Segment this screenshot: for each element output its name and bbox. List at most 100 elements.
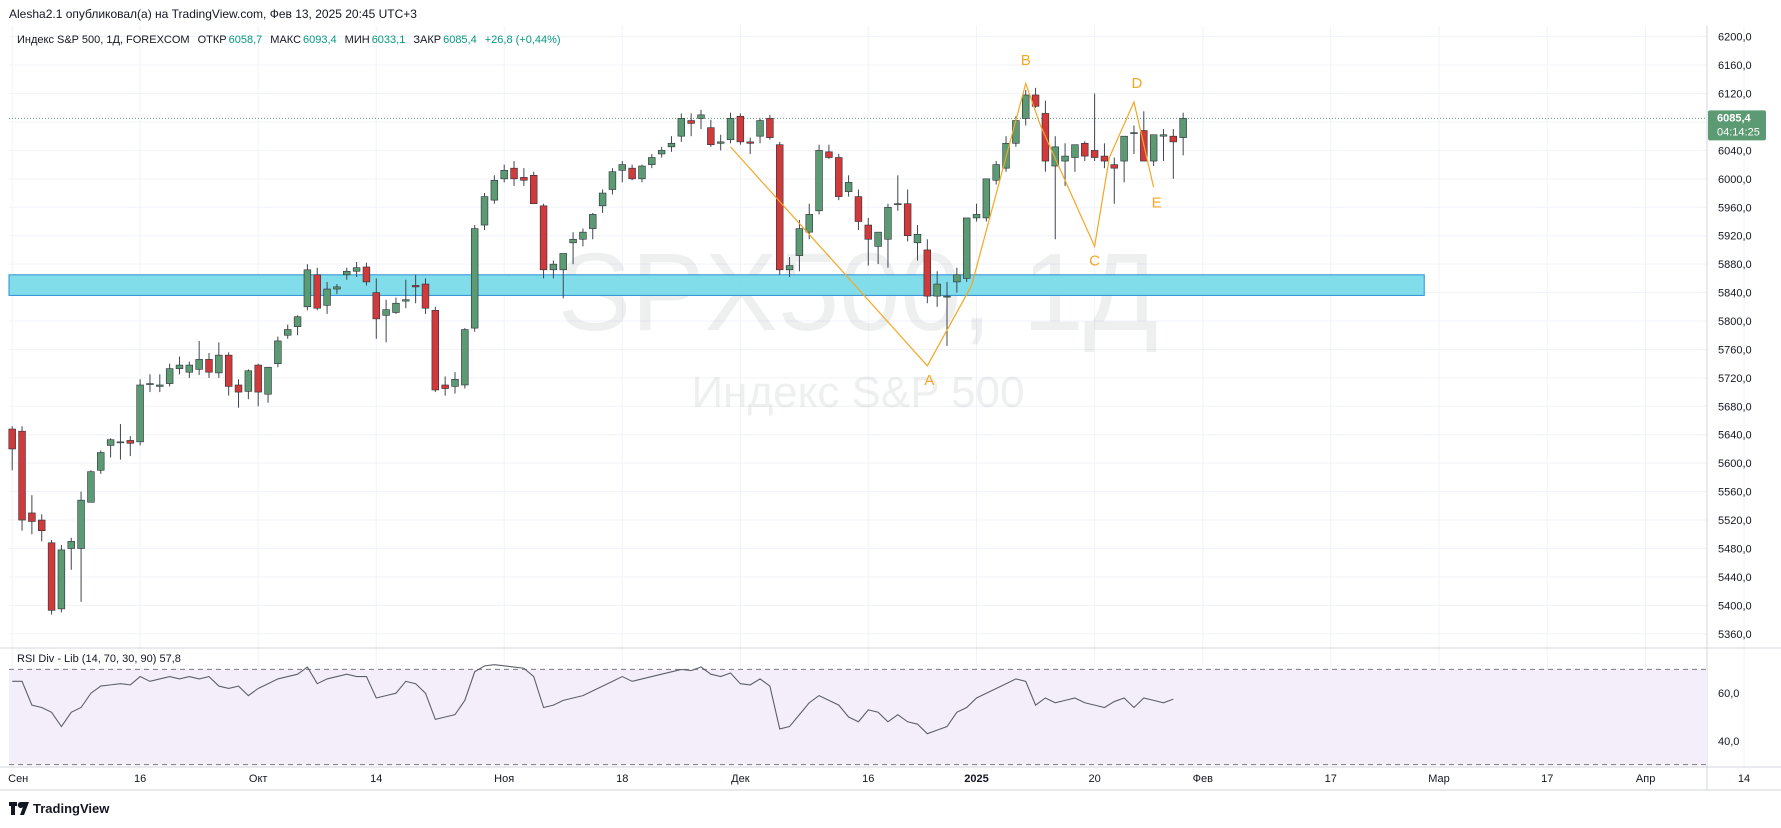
candle-body (638, 165, 646, 180)
time-axis-label: Мар (1428, 773, 1450, 785)
candle-up (402, 279, 410, 309)
last-price-value: 6085,4 (1717, 112, 1752, 124)
candle-up (274, 336, 282, 368)
candle-body (628, 167, 636, 180)
candle-body (608, 171, 617, 190)
candle-body (205, 359, 213, 373)
candle-body (165, 368, 174, 384)
candle-up (175, 356, 184, 375)
candle-down (835, 153, 843, 201)
pattern-label-b: B (1021, 52, 1031, 69)
candle-up (815, 144, 823, 215)
candle-body (323, 288, 331, 306)
candle-body (1120, 135, 1128, 162)
candle-body (421, 283, 430, 309)
candle-up (1120, 135, 1128, 183)
pattern-label-e: E (1152, 194, 1162, 211)
price-tick-label: 5600,0 (1718, 458, 1752, 470)
candle-down (1081, 141, 1089, 162)
candle-up (982, 178, 991, 222)
high-label: МАКС (270, 34, 302, 46)
candle-body (962, 217, 971, 279)
candle-body (1110, 164, 1118, 169)
candle-up (579, 228, 587, 247)
candle-up (1051, 136, 1059, 240)
candle-down (28, 495, 36, 535)
time-axis-label: 14 (1738, 773, 1750, 785)
candle-body (136, 384, 144, 443)
candle-body (47, 542, 56, 611)
time-axis-label: Дек (731, 773, 750, 785)
candle-down (1169, 129, 1178, 179)
candle-up (559, 253, 567, 299)
candle-body (716, 141, 725, 144)
candle-body (87, 471, 95, 503)
rsi-tick-label: 40,0 (1718, 736, 1739, 748)
price-tick-label: 6120,0 (1718, 89, 1752, 101)
candle-body (972, 214, 981, 219)
candle-up (333, 284, 341, 294)
candle-body (1100, 155, 1109, 162)
candle-body (333, 286, 341, 290)
countdown-value: 04:14:25 (1717, 126, 1760, 138)
candle-body (736, 115, 745, 143)
candle-down (923, 239, 932, 304)
candle-body (175, 364, 184, 369)
candle-up (589, 212, 597, 240)
candle-down (8, 426, 16, 471)
candle-down (38, 514, 46, 542)
rsi-line (12, 664, 1174, 735)
candle-body (697, 114, 705, 119)
candle-body (1130, 132, 1138, 134)
candle-down (530, 171, 538, 205)
candle-up (264, 366, 272, 403)
candle-down (766, 114, 774, 140)
candle-up (67, 537, 75, 570)
candle-body (234, 384, 243, 393)
candle-up (953, 267, 961, 293)
candle-up (648, 153, 656, 169)
candle-up (992, 161, 1000, 185)
candle-body (667, 142, 676, 148)
candle-body (195, 359, 203, 370)
candle-body (38, 519, 46, 532)
candle-body (18, 430, 26, 521)
candle-body (756, 120, 764, 137)
price-chart[interactable]: SPX500, 1ДИндекс S&P 500ABCDE6200,06160,… (0, 26, 1781, 801)
candle-body (411, 285, 420, 288)
candle-up (677, 113, 686, 142)
candle-body (106, 439, 115, 446)
candle-down (1110, 157, 1118, 204)
candle-up (716, 134, 725, 151)
candle-up (352, 262, 361, 277)
candle-body (343, 270, 351, 276)
candle-body (746, 141, 754, 144)
candle-body (795, 228, 804, 256)
candle-down (864, 217, 872, 266)
price-tick-label: 5920,0 (1718, 231, 1752, 243)
time-axis-label: 18 (616, 773, 628, 785)
candle-body (657, 150, 666, 155)
candle-body (913, 233, 922, 244)
candle-down (776, 141, 784, 275)
candle-up (638, 164, 646, 183)
candle-up (884, 203, 892, 268)
footer-brand[interactable]: TradingView (9, 801, 109, 816)
candle-up (1061, 143, 1069, 186)
pattern-label-d: D (1131, 75, 1142, 92)
candle-body (530, 174, 538, 205)
published-header: Alesha2.1 опубликовал(а) на TradingView.… (9, 7, 417, 21)
candle-body (116, 441, 125, 444)
candle-body (215, 354, 223, 374)
low-label: МИН (344, 34, 370, 46)
candle-body (224, 354, 233, 387)
candle-body (874, 231, 882, 247)
candle-up (943, 281, 951, 346)
candle-body (776, 144, 784, 271)
candle-body (185, 364, 194, 373)
candle-up (756, 118, 764, 144)
candle-body (293, 316, 302, 327)
price-tick-label: 5760,0 (1718, 344, 1752, 356)
candle-up (618, 161, 626, 183)
candle-up (1071, 144, 1079, 172)
